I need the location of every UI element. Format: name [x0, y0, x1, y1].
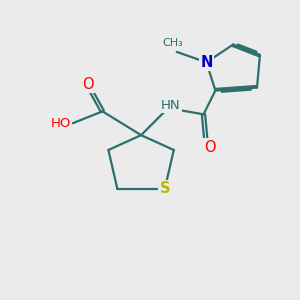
Text: O: O [204, 140, 215, 154]
Text: S: S [160, 181, 170, 196]
Text: O: O [82, 77, 93, 92]
Text: HO: HO [51, 117, 71, 130]
Text: HN: HN [161, 99, 181, 112]
Text: CH₃: CH₃ [162, 38, 183, 48]
Text: N: N [200, 55, 213, 70]
